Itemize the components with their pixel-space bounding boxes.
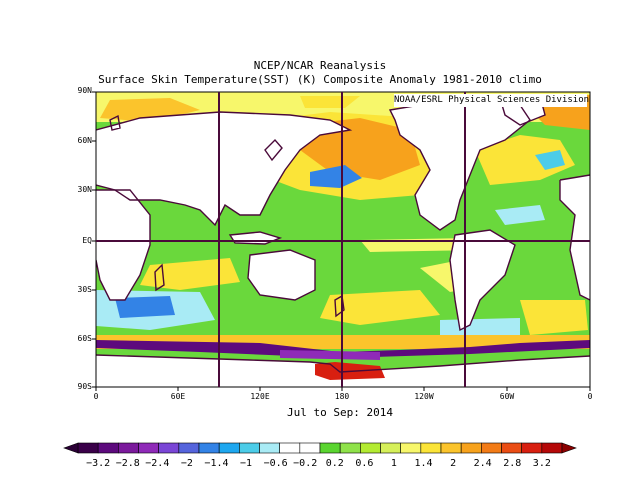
colorbar-swatch [158, 442, 180, 454]
colorbar-swatch [138, 442, 159, 454]
colorbar-swatch [440, 442, 462, 454]
lon-label: 0 [587, 392, 593, 401]
colorbar-label: −2.4 [145, 458, 170, 469]
chart-subtitle: Surface Skin Temperature(SST) (K) Compos… [98, 73, 542, 86]
coastline-uk [109, 114, 121, 131]
lat-label: 30S [77, 285, 92, 294]
credit-label: NOAA/ESRL Physical Sciences Division [394, 94, 590, 107]
land-eurasia [96, 112, 350, 225]
colorbar-swatch [481, 442, 502, 454]
colorbar-arrow-left [63, 442, 79, 454]
colorbar-swatch [299, 442, 321, 454]
colorbar-swatch [118, 442, 139, 454]
lon-label: 60E [170, 392, 186, 401]
colorbar-label: −2.8 [115, 458, 140, 469]
colorbar-arrow-right [561, 442, 577, 454]
north-atlantic-cool [495, 205, 545, 225]
land-africa [96, 190, 150, 300]
lat-label: 60S [77, 334, 92, 343]
chart-title: NCEP/NCAR Reanalysis [253, 59, 387, 72]
colorbar-swatch [420, 442, 442, 454]
lon-label: 60W [499, 392, 515, 401]
coastline-north-america [388, 99, 531, 231]
colorbar-label: 1.4 [414, 458, 433, 469]
coastline-africa [96, 189, 151, 301]
colorbar-label: 0.6 [355, 458, 374, 469]
colorbar-swatch [259, 442, 280, 454]
colorbar-label: −1 [240, 458, 253, 469]
lat-label: 90N [77, 86, 92, 95]
north-atlantic-warm [475, 135, 575, 185]
colorbar-label: 2 [450, 458, 457, 469]
arctic-warm-patch [300, 96, 360, 108]
colorbar-swatch [218, 442, 240, 454]
colorbar-label: −0.2 [293, 458, 318, 469]
land-south-america [450, 230, 515, 330]
coastline-south-america [449, 229, 516, 332]
colorbar-swatch [97, 442, 119, 454]
colorbar-swatch [400, 442, 422, 454]
colorbar-swatch [521, 442, 543, 454]
colorbar-swatch [77, 442, 99, 454]
lat-label: EQ [82, 236, 92, 245]
colorbar-swatch [339, 442, 361, 454]
colorbar-label: −3.2 [86, 458, 111, 469]
coastline-eurasia [96, 111, 353, 227]
coastline-australia [247, 249, 316, 301]
colorbar-swatch [541, 442, 563, 454]
land-north-america [390, 100, 530, 230]
colorbar-label: 3.2 [532, 458, 551, 469]
colorbar [63, 442, 577, 454]
antarctic-band-cold [280, 350, 380, 360]
colorbar-label: 2.4 [473, 458, 492, 469]
southern-ocean-cold [115, 296, 175, 318]
colorbar-swatch [198, 442, 220, 454]
south-pacific-warm [320, 290, 440, 325]
colorbar-label: 1 [390, 458, 397, 469]
coastline-newzealand [334, 294, 345, 318]
land-africa-east [560, 175, 590, 300]
colorbar-swatch [239, 442, 260, 454]
coastline-japan [264, 138, 283, 162]
colorbar-swatch [460, 442, 482, 454]
lat-label: 60N [77, 136, 92, 145]
lon-label: 120E [250, 392, 270, 401]
lat-label: 30N [77, 185, 92, 194]
colorbar-swatch [279, 442, 301, 454]
lon-label: 120W [414, 392, 434, 401]
coastline-africa-east [559, 174, 590, 301]
colorbar-label: 0.2 [325, 458, 344, 469]
colorbar-swatch [380, 442, 401, 454]
lon-label: 0 [93, 392, 99, 401]
colorbar-swatch [178, 442, 200, 454]
colorbar-label: −2 [180, 458, 193, 469]
north-pacific-cool [310, 165, 362, 188]
lat-label: 90S [77, 382, 92, 391]
south-atlantic-warm [520, 300, 588, 335]
land-australia [248, 250, 315, 300]
colorbar-label: −1.4 [204, 458, 229, 469]
colorbar-swatch [319, 442, 341, 454]
period-label: Jul to Sep: 2014 [287, 406, 393, 419]
colorbar-label: 2.8 [503, 458, 522, 469]
coastline-madagascar [154, 263, 165, 292]
coastline-antarctica [96, 354, 590, 373]
colorbar-swatch [360, 442, 381, 454]
colorbar-label: −0.6 [263, 458, 288, 469]
lon-label: 180 [334, 392, 350, 401]
north-atlantic-cool [535, 150, 565, 170]
colorbar-swatch [501, 442, 522, 454]
indian-ocean-warm [140, 258, 240, 290]
